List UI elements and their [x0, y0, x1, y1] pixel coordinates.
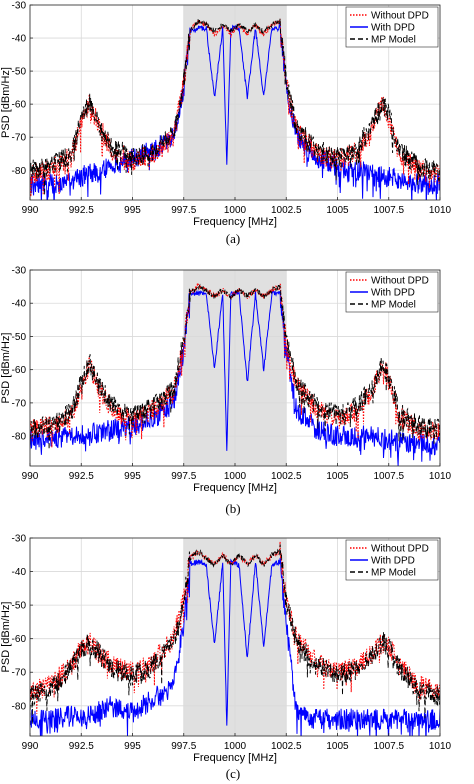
- x-tick-label: 997.5: [171, 205, 196, 216]
- y-tick-label: -50: [12, 601, 27, 612]
- series-line-with-dpd: [30, 22, 440, 200]
- y-tick-label: -70: [12, 668, 27, 679]
- y-tick-label: -30: [12, 534, 27, 545]
- y-tick-label: -80: [12, 166, 27, 177]
- x-tick-label: 1005: [326, 205, 349, 216]
- x-tick-label: 1010: [429, 471, 452, 482]
- legend-entry: With DPD: [371, 288, 415, 299]
- legend-entry: Without DPD: [371, 11, 429, 22]
- legend-entry: With DPD: [371, 556, 415, 567]
- x-tick-label: 992.5: [69, 471, 94, 482]
- y-tick-label: -80: [12, 432, 27, 443]
- x-tick-label: 1007.5: [373, 471, 404, 482]
- chart-a: 990 992.5 995 997.5 1000 1002.5 1005 1007.5 1010…: [0, 1, 452, 247]
- y-axis-label: PSD [dBm/Hz]: [0, 333, 12, 404]
- legend-entry: With DPD: [371, 23, 415, 34]
- series-line-mp-model: [30, 544, 440, 725]
- series-line-with-dpd: [30, 555, 440, 736]
- y-tick-label: -50: [12, 332, 27, 343]
- x-tick-label: 995: [124, 741, 141, 752]
- series-line-without-dpd: [30, 282, 440, 448]
- y-tick-label: -60: [12, 100, 27, 111]
- x-tick-label: 1002.5: [271, 471, 302, 482]
- x-tick-label: 997.5: [171, 471, 196, 482]
- y-tick-label: -70: [12, 133, 27, 144]
- y-axis-label: PSD [dBm/Hz]: [0, 67, 12, 138]
- x-tick-label: 1010: [429, 205, 452, 216]
- y-tick-label: -80: [12, 701, 27, 712]
- x-tick-label: 995: [124, 471, 141, 482]
- panel-caption: (a): [226, 231, 240, 246]
- x-tick-label: 997.5: [171, 741, 196, 752]
- x-tick-label: 1005: [326, 471, 349, 482]
- x-tick-label: 992.5: [69, 205, 94, 216]
- x-tick-label: 1007.5: [373, 741, 404, 752]
- x-tick-label: 1002.5: [271, 741, 302, 752]
- legend-entry: MP Model: [371, 35, 416, 46]
- x-tick-label: 1000: [224, 471, 247, 482]
- panel-caption: (c): [226, 766, 240, 781]
- x-tick-label: 990: [22, 205, 39, 216]
- legend-entry: MP Model: [371, 568, 416, 579]
- x-tick-label: 990: [22, 741, 39, 752]
- x-axis-label: Frequency [MHz]: [193, 752, 277, 764]
- x-tick-label: 1002.5: [271, 205, 302, 216]
- y-tick-label: -40: [12, 34, 27, 45]
- y-tick-label: -30: [12, 1, 27, 12]
- y-axis-label: PSD [dBm/Hz]: [0, 602, 12, 673]
- y-tick-label: -60: [12, 365, 27, 376]
- y-tick-label: -40: [12, 567, 27, 578]
- x-axis-label: Frequency [MHz]: [193, 216, 277, 228]
- x-tick-label: 1000: [224, 741, 247, 752]
- legend-entry: Without DPD: [371, 544, 429, 555]
- x-tick-label: 1010: [429, 741, 452, 752]
- y-tick-label: -70: [12, 398, 27, 409]
- chart-b: 990 992.5 995 997.5 1000 1002.5 1005 1007.5 1010…: [0, 266, 452, 517]
- x-tick-label: 992.5: [69, 741, 94, 752]
- chart-c: 990 992.5 995 997.5 1000 1002.5 1005 1007.5 1010…: [0, 534, 452, 782]
- x-axis-label: Frequency [MHz]: [193, 482, 277, 494]
- x-tick-label: 1005: [326, 741, 349, 752]
- y-tick-label: -50: [12, 67, 27, 78]
- series-line-mp-model: [30, 18, 440, 196]
- y-tick-label: -30: [12, 266, 27, 277]
- legend-entry: MP Model: [371, 300, 416, 311]
- y-tick-label: -40: [12, 299, 27, 310]
- x-tick-label: 1007.5: [373, 205, 404, 216]
- legend-entry: Without DPD: [371, 276, 429, 287]
- x-tick-label: 1000: [224, 205, 247, 216]
- series-line-mp-model: [30, 283, 440, 450]
- series-line-without-dpd: [30, 541, 440, 714]
- x-tick-label: 990: [22, 471, 39, 482]
- panel-caption: (b): [225, 501, 240, 516]
- y-tick-label: -60: [12, 634, 27, 645]
- x-tick-label: 995: [124, 205, 141, 216]
